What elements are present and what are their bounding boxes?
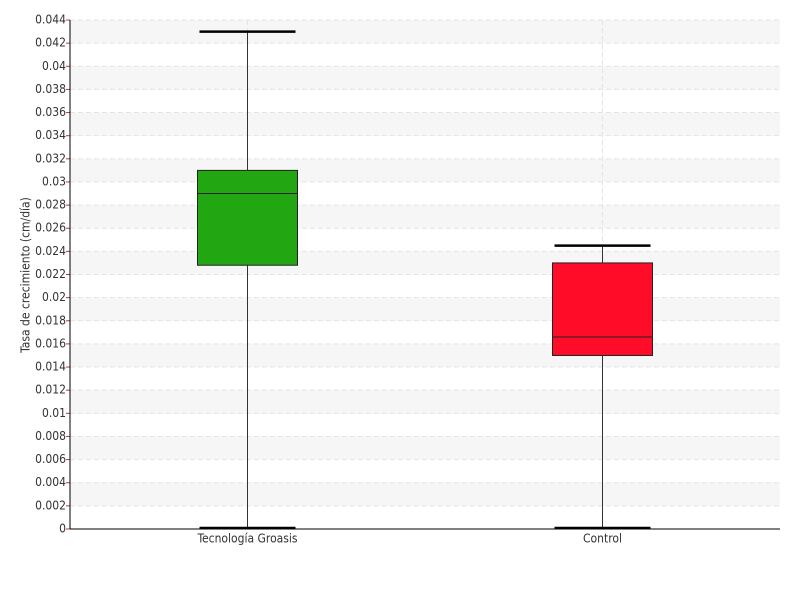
box (552, 262, 653, 356)
y-tick-label: 0.034 (35, 128, 66, 142)
y-axis-label: Tasa de crecimiento (cm/día) (19, 197, 33, 354)
grid-band (70, 297, 780, 321)
y-tick-label: 0.036 (35, 105, 66, 119)
grid-band (70, 436, 780, 460)
y-tick-label: 0.006 (35, 452, 66, 466)
grid-band (70, 205, 780, 229)
y-tick-label: 0.002 (35, 498, 66, 512)
x-tick-label: Tecnología Groasis (196, 532, 297, 546)
grid-band (70, 20, 780, 44)
y-tick-label: 0.038 (35, 82, 66, 96)
y-tick-label: 0.026 (35, 221, 66, 235)
grid-band (70, 343, 780, 368)
y-tick-label: 0.028 (35, 198, 66, 212)
y-tick-label: 0.01 (42, 406, 66, 420)
y-tick-label: 0.022 (35, 267, 66, 281)
y-tick-label: 0.018 (35, 313, 66, 327)
y-tick-label: 0.012 (35, 383, 66, 397)
y-tick-label: 0.032 (35, 151, 66, 165)
y-tick-label: 0 (59, 522, 66, 536)
y-tick-label: 0.004 (35, 475, 66, 489)
grid-band (70, 390, 780, 414)
y-tick-label: 0.016 (35, 336, 66, 350)
y-tick-label: 0.014 (35, 360, 66, 374)
grid-band (70, 66, 780, 90)
grid-band (70, 482, 780, 506)
grid-band (70, 158, 780, 182)
x-tick-label: Control (583, 532, 622, 546)
box (197, 169, 298, 266)
y-tick-label: 0.02 (42, 290, 66, 304)
y-tick-label: 0.008 (35, 429, 66, 443)
y-tick-label: 0.044 (35, 13, 66, 27)
y-tick-label: 0.04 (42, 59, 66, 73)
y-tick-label: 0.03 (42, 174, 66, 188)
y-tick-label: 0.042 (35, 36, 66, 50)
grid-band (70, 112, 780, 136)
grid-band (70, 251, 780, 275)
y-tick-label: 0.024 (35, 244, 66, 258)
